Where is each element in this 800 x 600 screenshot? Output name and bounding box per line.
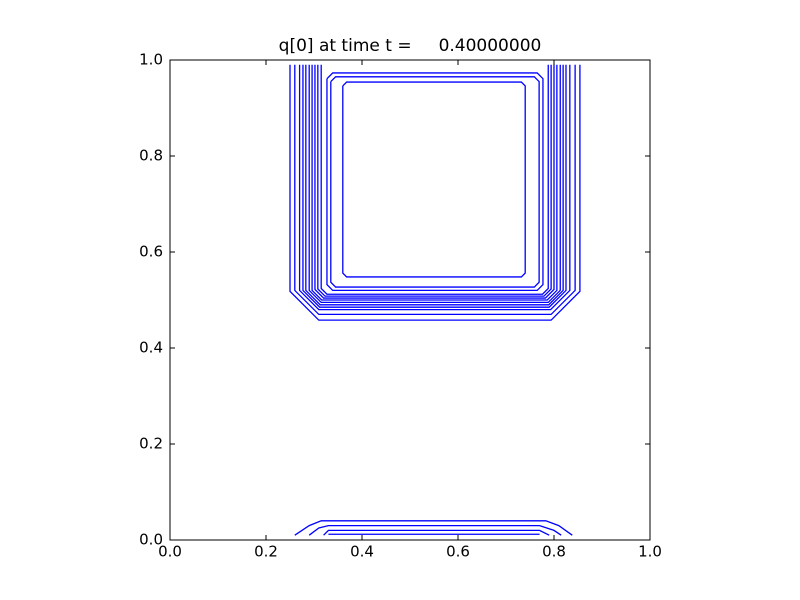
y-tick-label: 0.2 bbox=[139, 435, 163, 453]
y-tick-label: 0.4 bbox=[139, 339, 163, 357]
contour-line bbox=[308, 64, 561, 304]
x-tick-label: 0.2 bbox=[254, 543, 278, 561]
y-tick-label: 1.0 bbox=[139, 51, 163, 69]
contour-line bbox=[326, 72, 544, 292]
y-tick-label: 0.0 bbox=[139, 531, 163, 549]
contour-line bbox=[289, 64, 581, 321]
contour-line bbox=[294, 64, 576, 316]
x-tick-label: 0.6 bbox=[446, 543, 470, 561]
contour-line bbox=[294, 520, 573, 536]
contour-line bbox=[323, 529, 550, 536]
x-tick-label: 1.0 bbox=[638, 543, 662, 561]
contour-line bbox=[308, 524, 562, 536]
x-tick-label: 0.0 bbox=[158, 543, 182, 561]
contour-line bbox=[317, 64, 552, 297]
y-tick-label: 0.6 bbox=[139, 243, 163, 261]
contour-line bbox=[311, 64, 558, 301]
contour-line bbox=[302, 64, 567, 308]
y-tick-label: 0.8 bbox=[139, 147, 163, 165]
plot-frame bbox=[169, 59, 651, 541]
x-tick-label: 0.4 bbox=[350, 543, 374, 561]
chart-title: q[0] at time t = 0.40000000 bbox=[279, 36, 542, 56]
x-tick-label: 0.8 bbox=[542, 543, 566, 561]
contour-line bbox=[305, 64, 564, 306]
contour-line bbox=[314, 64, 555, 299]
contour-line bbox=[342, 81, 526, 278]
contour-line bbox=[330, 76, 540, 288]
contour-line bbox=[320, 64, 549, 295]
contour-line bbox=[298, 64, 571, 311]
